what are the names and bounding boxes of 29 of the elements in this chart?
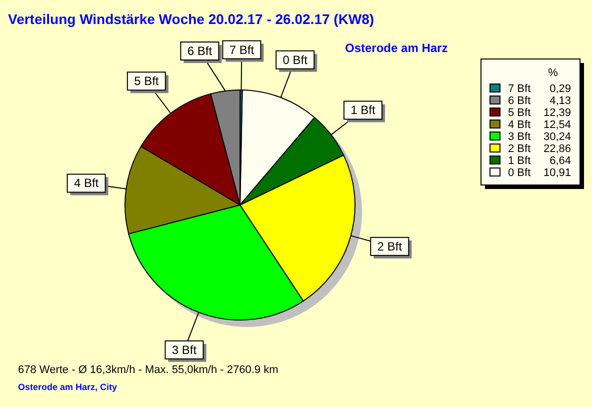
data-label: 22,86 <box>543 143 571 155</box>
legend-label: 7 Bft <box>508 83 531 95</box>
data-label: 6,64 <box>550 155 571 167</box>
slice-label: 5 Bft <box>134 74 160 88</box>
slice-label: 2 Bft <box>377 239 403 254</box>
data-label: 0,29 <box>550 83 571 95</box>
slice-label: 7 Bft <box>229 42 255 57</box>
legend-label: 6 Bft <box>508 95 531 107</box>
legend-label: 0 Bft <box>508 167 531 179</box>
data-label: 12,39 <box>543 107 571 119</box>
chart-subtitle: Osterode am Harz <box>345 41 448 55</box>
text: 678 Werte - Ø 16,3km/h - Max. 55,0km/h - 2760.9 km <box>18 364 278 376</box>
data-label: 4,13 <box>550 95 571 107</box>
text: Osterode am Harz, City <box>18 382 118 392</box>
data-label: 30,24 <box>543 131 571 143</box>
slice-label: 3 Bft <box>172 342 198 357</box>
legend-title: % <box>548 67 558 79</box>
data-label: 12,54 <box>543 119 571 131</box>
slice-label: 1 Bft <box>350 103 376 118</box>
legend-label: 2 Bft <box>508 143 531 155</box>
data-label: 10,91 <box>543 167 571 179</box>
slice-label: 0 Bft <box>282 52 308 67</box>
chart-title: Verteilung Windstärke Woche 20.02.17 - 26.02.17 (KW8) <box>8 11 374 27</box>
legend-label: 3 Bft <box>508 131 531 143</box>
legend-label: 1 Bft <box>508 155 531 167</box>
slice-label: 4 Bft <box>74 176 100 190</box>
legend-label: 4 Bft <box>508 119 531 131</box>
slice-label: 6 Bft <box>187 44 213 58</box>
legend-label: 5 Bft <box>508 107 531 119</box>
